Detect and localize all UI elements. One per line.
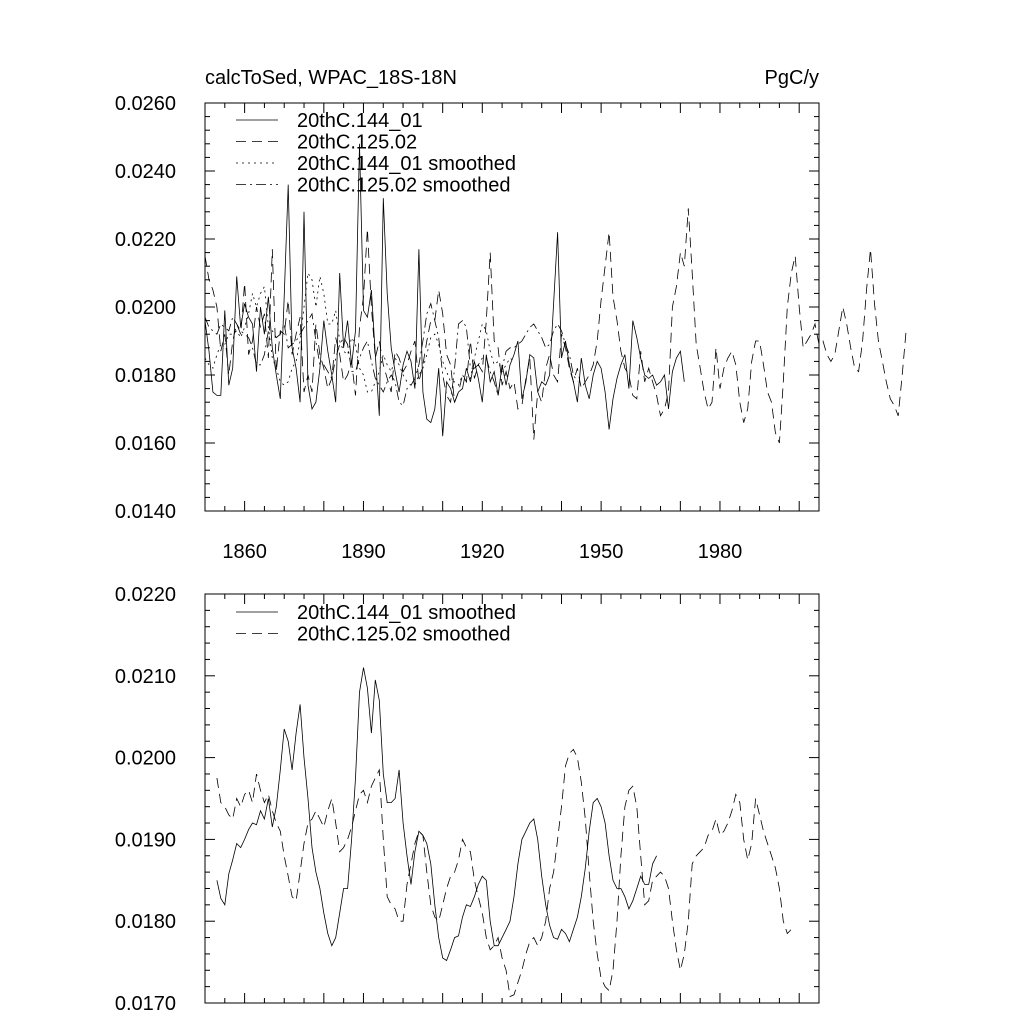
y-tick-label: 0.0140 bbox=[115, 501, 176, 523]
plot-frame-1 bbox=[204, 593, 820, 1004]
top-panel: calcToSed, WPAC_18S-18N PgC/y 0.0140 0.01… bbox=[115, 67, 907, 563]
top-title-right: PgC/y bbox=[765, 67, 819, 89]
x-tick-label: 1890 bbox=[341, 541, 386, 563]
y-tick-label: 0.0220 bbox=[115, 229, 176, 251]
series-line-1 bbox=[216, 748, 792, 998]
legend-label-0: 20thC.144_01 bbox=[297, 110, 423, 132]
y-tick-label: 0.0190 bbox=[115, 829, 176, 851]
series-line-1 bbox=[204, 208, 907, 444]
x-tick-label: 1980 bbox=[698, 541, 743, 563]
legend-label-1: 20thC.125.02 smoothed bbox=[297, 624, 511, 646]
y-tick-label: 0.0260 bbox=[115, 93, 176, 115]
y-tick-label: 0.0200 bbox=[115, 297, 176, 319]
x-tick-label: 1950 bbox=[579, 541, 624, 563]
series-line-0 bbox=[216, 667, 657, 962]
bottom-panel: 0.0170 0.0180 0.0190 0.0200 0.0210 0.0220 20th… bbox=[115, 584, 820, 1015]
series-line-3 bbox=[204, 302, 578, 407]
series-line-2 bbox=[204, 271, 515, 393]
y-tick-label: 0.0240 bbox=[115, 161, 176, 183]
y-tick-label: 0.0210 bbox=[115, 666, 176, 688]
y-tick-label: 0.0180 bbox=[115, 911, 176, 933]
legend-label-0: 20thC.144_01 smoothed bbox=[297, 602, 516, 624]
legend-label-2: 20thC.144_01 smoothed bbox=[297, 153, 516, 175]
y-tick-label: 0.0180 bbox=[115, 365, 176, 387]
x-tick-label: 1920 bbox=[460, 541, 505, 563]
y-tick-label: 0.0220 bbox=[115, 584, 176, 606]
y-tick-label: 0.0200 bbox=[115, 748, 176, 770]
legend-label-1: 20thC.125.02 bbox=[297, 132, 417, 154]
top-title-left: calcToSed, WPAC_18S-18N bbox=[205, 67, 457, 89]
y-tick-label: 0.0170 bbox=[115, 993, 176, 1015]
legend-label-3: 20thC.125.02 smoothed bbox=[297, 175, 511, 197]
x-tick-label: 1860 bbox=[222, 541, 267, 563]
series-line-0 bbox=[204, 143, 685, 437]
y-tick-label: 0.0160 bbox=[115, 433, 176, 455]
